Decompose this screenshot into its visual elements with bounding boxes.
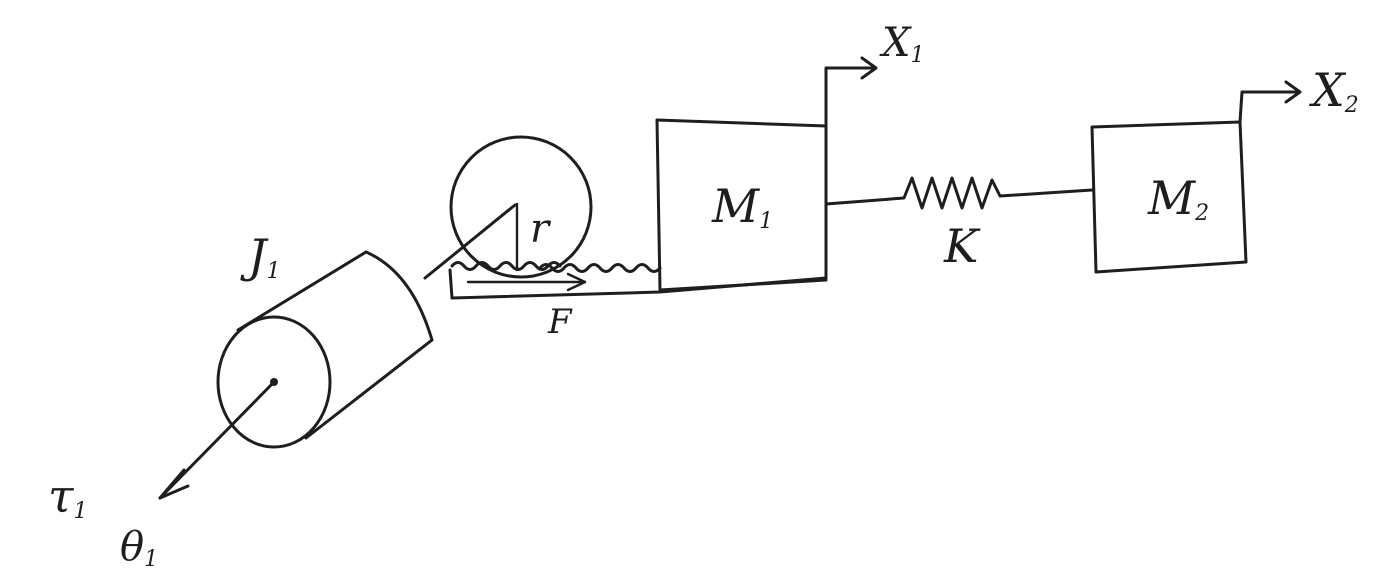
x2-displacement-arrow [1238, 80, 1302, 124]
cylinder-bottom-edge [304, 338, 434, 440]
mass2-box [1090, 120, 1248, 274]
pinion-teeth [450, 261, 562, 271]
inertia-cylinder [158, 250, 434, 500]
x2-label: X2 [1309, 63, 1359, 118]
mass2-label: M2 [1147, 171, 1209, 226]
force-arrow [466, 272, 587, 292]
force-label: F [547, 302, 573, 342]
torque-label: τ1 [48, 469, 87, 524]
rack-teeth [538, 263, 662, 273]
cylinder-front-face [216, 315, 332, 449]
mass1-box [655, 118, 828, 292]
radius-label: r [530, 206, 552, 252]
pinion-circle [449, 135, 593, 279]
mass1-label: M1 [711, 179, 773, 234]
cylinder-back-face [364, 250, 434, 342]
pinion-gear [449, 135, 593, 279]
axis-line [158, 380, 276, 500]
torque-arrowhead [158, 468, 190, 500]
angle-label: θ1 [120, 524, 158, 572]
inertia-label: J1 [240, 229, 280, 284]
spring-label: K [943, 219, 981, 273]
x1-displacement-arrow [824, 56, 878, 128]
x1-label: X1 [879, 20, 924, 68]
spring [824, 176, 1094, 210]
cylinder-top-edge [236, 250, 368, 332]
shaft [423, 203, 517, 280]
